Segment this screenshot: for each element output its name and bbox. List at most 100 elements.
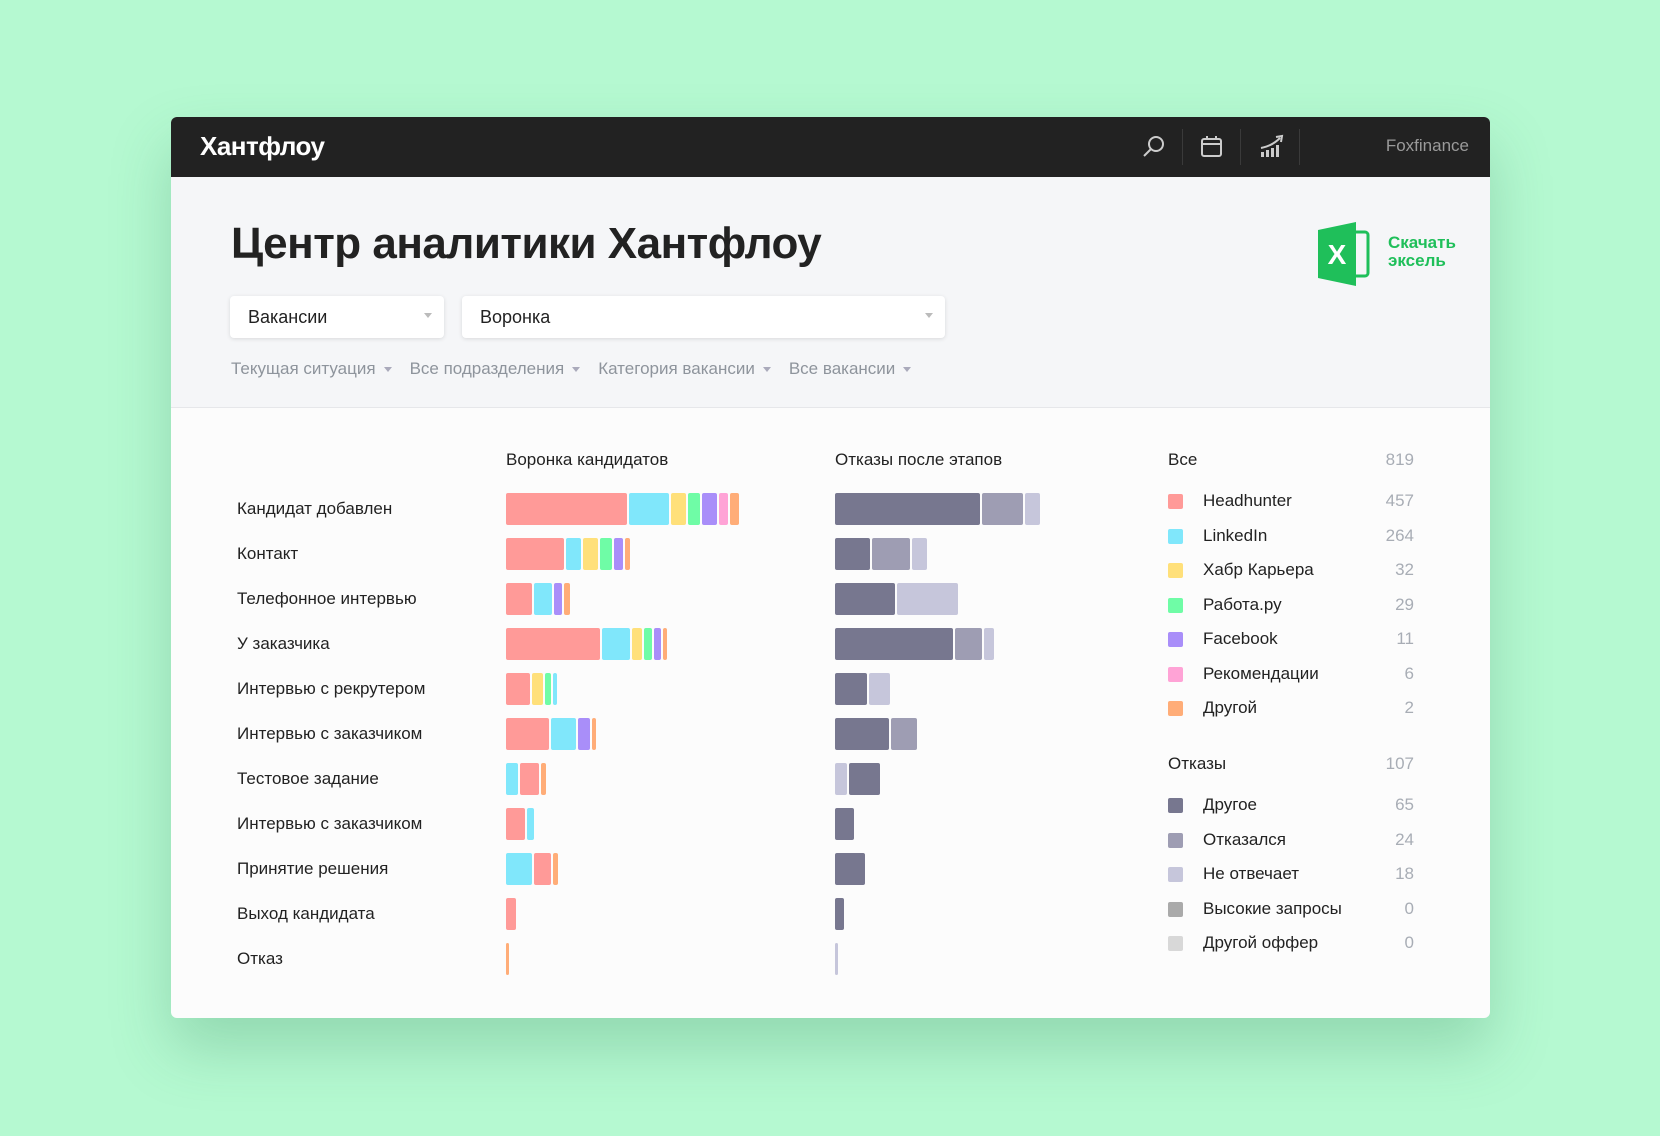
funnel-bar-segment-li[interactable]	[506, 763, 518, 795]
rejections-bar-segment-r_other[interactable]	[835, 853, 865, 885]
funnel-bar-segment-rabota[interactable]	[600, 538, 612, 570]
rejections-bar-segment-r_other[interactable]	[849, 763, 880, 795]
stage-label: Тестовое задание	[237, 769, 379, 788]
filter-divisions[interactable]: Все подразделения	[410, 359, 581, 379]
entity-select[interactable]: Вакансии	[230, 296, 444, 338]
rejections-bar-segment-r_refused[interactable]	[982, 493, 1023, 525]
filter-category[interactable]: Категория вакансии	[598, 359, 771, 379]
legend-swatch-li	[1168, 528, 1183, 544]
rejections-bar-segment-r_noanswer[interactable]	[897, 583, 958, 615]
legend-item-label[interactable]: Headhunter	[1203, 491, 1292, 510]
legend-item-label[interactable]: Другое	[1203, 795, 1258, 814]
funnel-bar-segment-hh[interactable]	[506, 628, 600, 660]
rejections-bar-segment-r_noanswer[interactable]	[1025, 493, 1040, 525]
legend-swatch-fb	[1168, 632, 1183, 647]
legend-swatch-r_other	[1168, 798, 1183, 813]
funnel-bar-segment-hh[interactable]	[506, 538, 564, 570]
funnel-bar-segment-li[interactable]	[566, 538, 581, 570]
rejections-bar-segment-r_noanswer[interactable]	[835, 763, 847, 795]
funnel-bar-segment-hh[interactable]	[506, 583, 532, 615]
legend-item-label[interactable]: Хабр Карьера	[1203, 560, 1314, 579]
legend-swatch-rabota	[1168, 597, 1183, 613]
calendar-icon[interactable]	[1198, 133, 1226, 161]
funnel-bar-segment-li[interactable]	[551, 718, 576, 750]
funnel-bar-segment-hh[interactable]	[506, 898, 516, 930]
download-line-2: эксель	[1388, 251, 1446, 270]
rejections-bar-segment-r_noanswer[interactable]	[984, 628, 994, 660]
funnel-bar-segment-rabota[interactable]	[688, 493, 700, 525]
legend-item-label[interactable]: Facebook	[1203, 629, 1278, 648]
report-select[interactable]: Воронка	[462, 296, 945, 338]
legend-item-label[interactable]: Другой оффер	[1203, 933, 1319, 952]
download-excel-label: Скачать эксель	[1388, 234, 1456, 270]
funnel-bar-segment-hh[interactable]	[506, 673, 530, 705]
funnel-bar-segment-habr[interactable]	[532, 673, 543, 705]
filter-label: Все подразделения	[409, 359, 565, 378]
legend-item-label[interactable]: Не отвечает	[1203, 864, 1300, 883]
funnel-bar-segment-li[interactable]	[534, 583, 552, 615]
legend-item-label[interactable]: Высокие запросы	[1203, 898, 1342, 918]
funnel-bar-segment-li[interactable]	[506, 853, 532, 885]
rejections-bar-segment-r_other[interactable]	[835, 628, 953, 660]
funnel-bar-segment-rabota[interactable]	[644, 628, 652, 660]
rejections-bar-segment-r_other[interactable]	[835, 808, 854, 840]
funnel-bar-segment-li[interactable]	[602, 628, 630, 660]
rejections-bar-segment-r_other[interactable]	[835, 673, 867, 705]
funnel-bar-segment-other[interactable]	[553, 853, 558, 885]
legend-item-label[interactable]: Другой	[1203, 698, 1258, 717]
funnel-bar-segment-li[interactable]	[527, 808, 534, 840]
search-icon[interactable]	[1140, 133, 1168, 161]
legend-swatch-r_refused	[1168, 832, 1183, 848]
funnel-bar-segment-other[interactable]	[506, 943, 509, 975]
rejections-bar-segment-r_other[interactable]	[835, 718, 889, 750]
rejections-bar-segment-r_other[interactable]	[835, 898, 844, 930]
rejections-bar-segment-r_other[interactable]	[835, 493, 980, 525]
rejections-bar-segment-r_refused[interactable]	[872, 538, 910, 570]
account-name[interactable]: Foxfinance	[1385, 136, 1469, 155]
funnel-bar-segment-hh[interactable]	[534, 853, 551, 885]
funnel-bar-segment-habr[interactable]	[632, 628, 642, 660]
funnel-bar-segment-li[interactable]	[553, 673, 557, 705]
chevron-down-icon	[903, 366, 912, 372]
funnel-bar-segment-other[interactable]	[730, 493, 739, 525]
rejections-bar-segment-r_noanswer[interactable]	[912, 538, 927, 570]
funnel-bar-segment-fb[interactable]	[554, 583, 562, 615]
funnel-bar-segment-other[interactable]	[625, 538, 630, 570]
funnel-bar-segment-fb[interactable]	[654, 628, 661, 660]
funnel-bar-segment-hh[interactable]	[520, 763, 539, 795]
legend-swatch-hh	[1168, 494, 1183, 509]
funnel-bar-segment-other[interactable]	[564, 583, 570, 615]
funnel-bar-segment-fb[interactable]	[614, 538, 623, 570]
download-excel-button[interactable]: X Скачать эксель	[1318, 222, 1468, 286]
funnel-bar-segment-hh[interactable]	[506, 493, 627, 525]
rejections-bar-segment-r_noanswer[interactable]	[869, 673, 890, 705]
legend-item-label[interactable]: LinkedIn	[1203, 525, 1268, 545]
filter-period[interactable]: Текущая ситуация	[231, 359, 392, 379]
funnel-bar-segment-hh[interactable]	[506, 718, 549, 750]
funnel-bar-segment-habr[interactable]	[583, 538, 598, 570]
rejections-bar-segment-r_refused[interactable]	[891, 718, 917, 750]
funnel-bar-segment-hh[interactable]	[506, 808, 525, 840]
rejections-bar-segment-r_refused[interactable]	[955, 628, 982, 660]
funnel-bar-segment-rabota[interactable]	[545, 673, 551, 705]
funnel-bar-segment-other[interactable]	[541, 763, 546, 795]
funnel-bar-segment-fb[interactable]	[702, 493, 717, 525]
funnel-bar-segment-li[interactable]	[629, 493, 669, 525]
funnel-bar-segment-rec[interactable]	[719, 493, 728, 525]
legend-item-label[interactable]: Работа.ру	[1203, 594, 1282, 614]
rejections-bar-segment-r_noanswer[interactable]	[835, 943, 838, 975]
download-line-1: Скачать	[1388, 233, 1456, 252]
funnel-bar-segment-other[interactable]	[592, 718, 596, 750]
funnel-bar-segment-fb[interactable]	[578, 718, 590, 750]
logo[interactable]: Хантфлоу	[200, 131, 325, 161]
legend-item-label[interactable]: Рекомендации	[1203, 663, 1319, 683]
divider	[1182, 129, 1183, 165]
funnel-bar-segment-other[interactable]	[663, 628, 667, 660]
legend-item-label[interactable]: Отказался	[1203, 829, 1286, 849]
filter-vacancies[interactable]: Все вакансии	[789, 359, 912, 379]
rejections-bar-segment-r_other[interactable]	[835, 583, 895, 615]
analytics-icon[interactable]	[1258, 133, 1286, 161]
stage-label: Отказ	[237, 949, 283, 968]
rejections-bar-segment-r_other[interactable]	[835, 538, 870, 570]
funnel-bar-segment-habr[interactable]	[671, 493, 686, 525]
